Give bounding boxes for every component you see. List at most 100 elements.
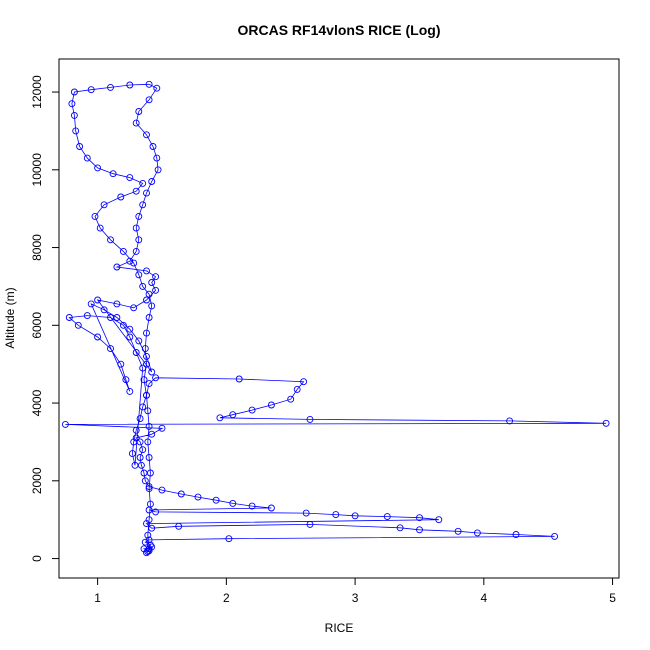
data-point (145, 422, 153, 430)
data-point (87, 300, 95, 308)
data-point (152, 273, 160, 281)
data-point (145, 536, 153, 544)
data-point (302, 509, 310, 517)
data-point (132, 349, 140, 356)
data-point (83, 154, 91, 162)
data-point (70, 88, 78, 96)
data-point (126, 174, 134, 182)
data-point (145, 516, 153, 524)
data-point (144, 407, 152, 415)
data-point (132, 187, 140, 195)
data-point (454, 527, 462, 535)
data-point (113, 263, 121, 271)
data-point (300, 378, 308, 386)
data-point (132, 224, 140, 232)
data-point (145, 314, 153, 321)
data-point (139, 364, 147, 372)
data-point (139, 446, 147, 454)
data-point (94, 296, 102, 304)
data-point (148, 302, 156, 310)
data-point (68, 100, 76, 108)
data-point (158, 424, 166, 432)
data-point (139, 201, 147, 209)
data-point (306, 520, 314, 528)
data-point (107, 83, 114, 91)
data-point (293, 385, 301, 393)
data-point (132, 426, 140, 434)
x-axis-label: RICE (325, 621, 354, 635)
data-point (143, 267, 150, 275)
data-point (100, 201, 108, 209)
y-axis: 0 2000 4000 6000 8000 10000 12000 (30, 75, 59, 562)
data-point (146, 541, 154, 549)
data-point (229, 411, 237, 419)
data-point (149, 143, 157, 150)
y-tick-label: 2000 (30, 467, 44, 494)
y-tick-label: 6000 (30, 312, 44, 339)
data-point (135, 212, 143, 220)
data-point (146, 500, 154, 508)
x-tick-label: 4 (480, 591, 487, 605)
data-point (248, 406, 256, 414)
data-point (135, 337, 143, 345)
data-point (139, 179, 147, 187)
plot-frame (58, 58, 620, 579)
data-point (119, 247, 127, 255)
data-point (100, 306, 108, 314)
data-point (143, 391, 150, 399)
data-point (153, 154, 161, 162)
data-point (143, 329, 150, 337)
data-point (135, 271, 143, 279)
y-axis-label: Altitude (m) (3, 287, 17, 348)
data-point (143, 189, 150, 197)
y-tick-label: 12000 (30, 75, 44, 109)
data-point (113, 300, 121, 308)
data-point (351, 512, 359, 520)
data-point (96, 224, 104, 232)
data-point (117, 360, 125, 368)
data-point (143, 131, 150, 139)
data-point (140, 376, 148, 384)
data-point (132, 119, 140, 127)
data-point (506, 417, 514, 425)
data-point (126, 387, 134, 395)
data-point (194, 493, 202, 501)
data-point (94, 333, 102, 341)
data-point (177, 490, 185, 498)
data-point (287, 395, 295, 403)
x-axis: 1 2 3 4 5 (94, 578, 616, 605)
data-point (141, 538, 149, 546)
data-point (383, 513, 391, 521)
data-point (435, 516, 443, 524)
data-point (94, 164, 102, 172)
data-point (139, 282, 147, 290)
data-point (145, 485, 153, 493)
data-point (107, 345, 114, 353)
data-point (212, 496, 220, 504)
data-point (76, 143, 84, 150)
data-point (154, 166, 162, 174)
data-point (113, 314, 121, 321)
data-point (83, 312, 91, 320)
x-tick-label: 5 (609, 591, 616, 605)
data-point (126, 333, 134, 341)
x-tick-label: 3 (352, 591, 359, 605)
data-point (119, 321, 127, 329)
data-point (135, 108, 143, 115)
data-point (117, 193, 125, 201)
data-point (128, 450, 136, 458)
data-point (145, 290, 153, 298)
data-point (87, 86, 95, 94)
data-point (91, 212, 99, 220)
data-point (216, 414, 224, 422)
y-tick-label: 0 (30, 555, 44, 562)
data-point (148, 430, 156, 438)
data-point (141, 477, 149, 485)
data-point (145, 80, 153, 88)
data-point (148, 279, 156, 286)
data-point (248, 502, 256, 510)
data-point (145, 454, 153, 461)
data-point (145, 545, 153, 553)
data-point (126, 81, 134, 89)
x-tick-label: 2 (223, 591, 230, 605)
